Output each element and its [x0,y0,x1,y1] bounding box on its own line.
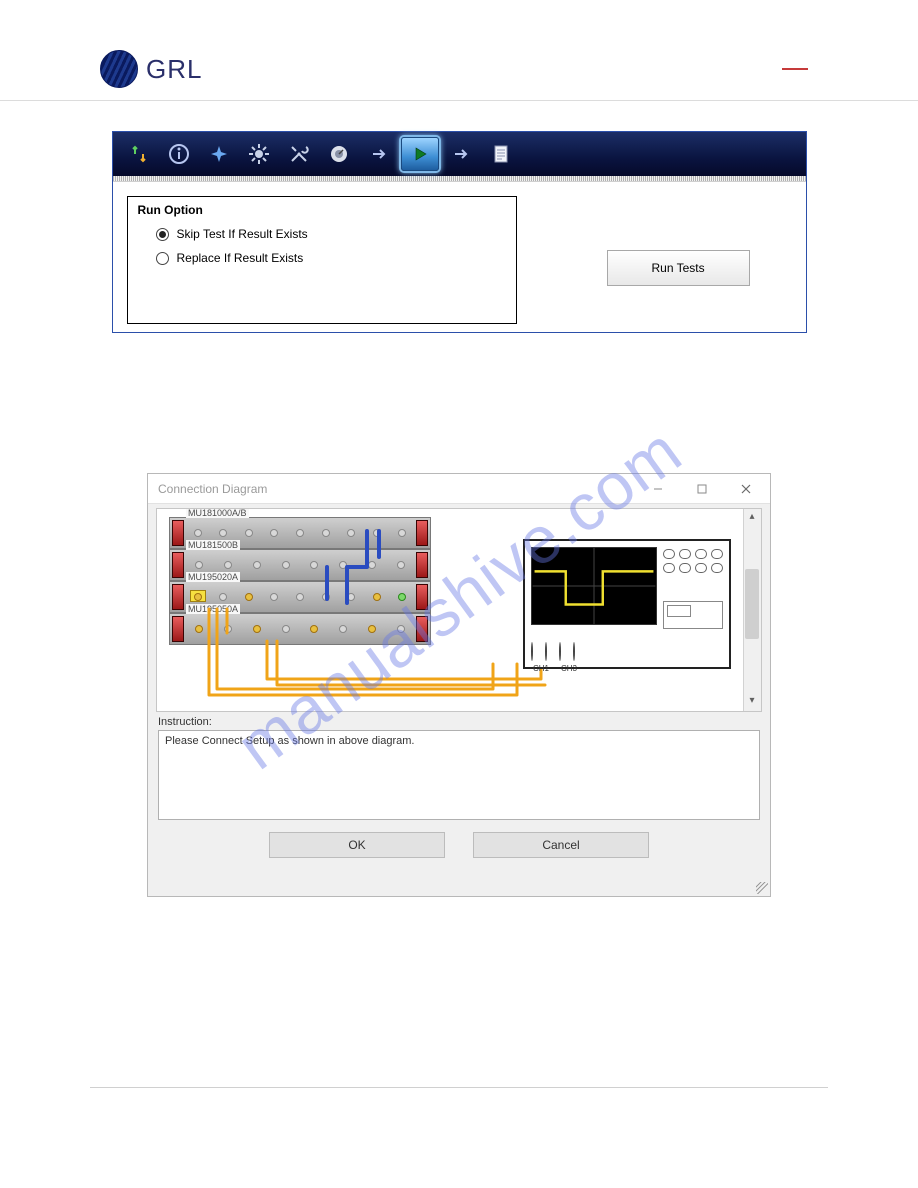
footer-rule [90,1087,828,1088]
instruction-text: Please Connect Setup as shown in above d… [165,735,415,747]
run-option-title: Run Option [138,203,506,217]
minimize-button[interactable] [636,475,680,503]
cancel-button[interactable]: Cancel [473,832,649,858]
app-body: Run Option Skip Test If Result Exists Re… [113,182,806,332]
port-ch4 [573,642,575,661]
toolbar-document-icon[interactable] [483,136,519,172]
toolbar [113,132,806,176]
toolbar-updown-icon[interactable] [121,136,157,172]
toolbar-sparkle-icon[interactable] [201,136,237,172]
radio-label: Skip Test If Result Exists [177,227,308,241]
radio-skip-test[interactable]: Skip Test If Result Exists [156,227,506,241]
port-ch3 [559,642,561,661]
run-tests-button[interactable]: Run Tests [607,250,750,286]
port-ch2 [545,642,547,661]
oscilloscope: CH1 CH3 [523,539,731,669]
toolbar-arrow-right-icon [361,136,397,172]
toolbar-gear-icon[interactable] [241,136,277,172]
toolbar-tools-icon[interactable] [281,136,317,172]
toolbar-info-icon[interactable] [161,136,197,172]
resize-grip-icon[interactable] [756,882,768,894]
toolbar-dial-icon[interactable] [321,136,357,172]
maximize-button[interactable] [680,475,724,503]
scroll-down-icon[interactable]: ▾ [745,695,759,709]
logo-text: GRL [146,54,202,85]
radio-replace-result[interactable]: Replace If Result Exists [156,251,506,265]
scroll-thumb[interactable] [745,569,759,639]
header-mark [782,68,808,70]
dialog-buttons: OK Cancel [148,820,770,866]
ch3-label: CH3 [559,664,579,673]
dialog-title: Connection Diagram [158,482,267,496]
instruction-textbox: Please Connect Setup as shown in above d… [158,730,760,820]
diagram-area: MU181000A/B MU181500B MU195020A MU19505 [156,508,762,712]
logo-orb-icon [100,50,138,88]
vertical-scrollbar[interactable]: ▴ ▾ [743,509,761,711]
scope-ports: CH1 CH3 [531,643,575,661]
ok-button[interactable]: OK [269,832,445,858]
radio-icon [156,228,169,241]
dialog-content: MU181000A/B MU181500B MU195020A MU19505 [148,504,770,896]
window-controls [636,475,768,503]
scope-buttons [663,549,723,573]
toolbar-arrow-right-icon-2 [443,136,479,172]
radio-icon [156,252,169,265]
scroll-up-icon[interactable]: ▴ [745,511,759,525]
close-button[interactable] [724,475,768,503]
instruction-label: Instruction: [158,716,760,728]
ch1-label: CH1 [531,664,551,673]
page-header: GRL [0,0,918,101]
scope-screen [531,547,657,625]
dialog-titlebar: Connection Diagram [148,474,770,504]
connection-diagram-dialog: Connection Diagram MU181000A/B MU181500B [147,473,771,897]
port-ch1 [531,642,533,661]
toolbar-play-button[interactable] [401,137,439,171]
radio-label: Replace If Result Exists [177,251,304,265]
logo: GRL [100,50,202,88]
scope-side-panel [663,601,723,629]
app-window: Run Option Skip Test If Result Exists Re… [112,131,807,333]
run-option-group: Run Option Skip Test If Result Exists Re… [127,196,517,324]
